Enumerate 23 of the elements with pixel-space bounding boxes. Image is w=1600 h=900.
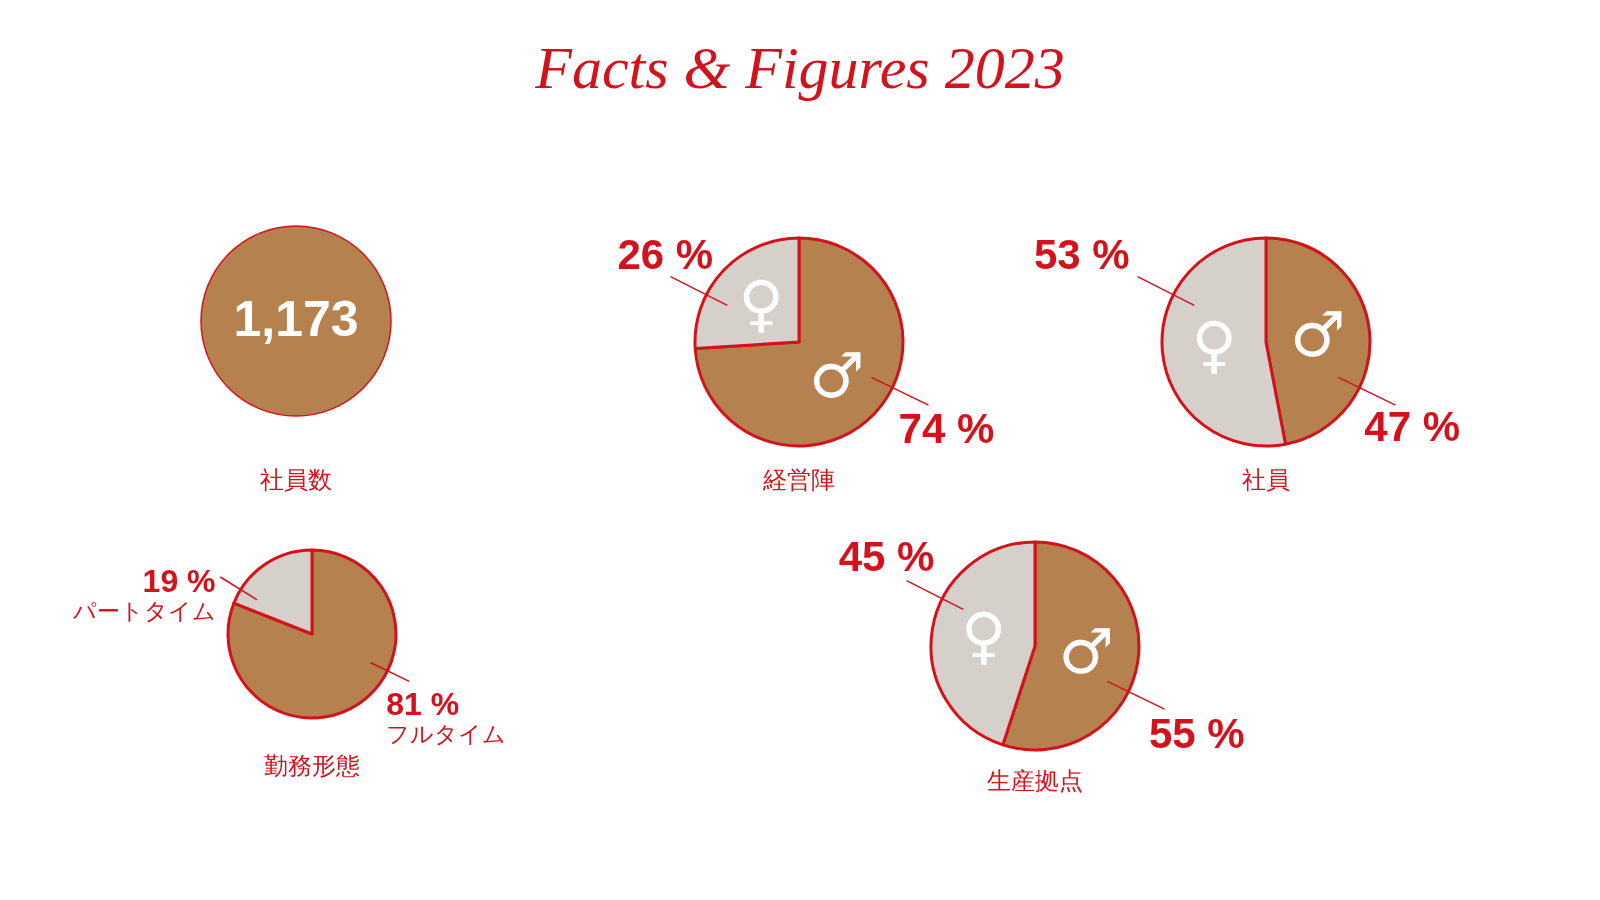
slice-label: フルタイム [386,721,507,748]
slice-label: ♂ [1289,298,1346,372]
slice-label: パートタイム [71,598,216,625]
slice-label: ♂ [1058,615,1115,689]
data-label: 55 % [1148,709,1245,757]
data-label: 74 % [898,405,995,453]
slice-label: ♀ [738,267,784,341]
text: 社員数 [260,466,332,494]
data-label: 53 % [1033,230,1130,278]
text: 勤務形態 [264,752,360,781]
data-label: 45 % [838,532,935,580]
data-label: 81 % [386,686,460,723]
text: 社員 [1242,466,1290,494]
data-label: 47 % [1364,403,1461,451]
data-label: 26 % [617,230,714,278]
slice-label: ♀ [960,598,1007,672]
slice-label: ♂ [809,338,865,412]
text: 生産拠点 [987,767,1083,795]
text: Facts & Figures 2023 [534,35,1065,101]
data-label: 1,173 [233,291,359,347]
slice-label: ♀ [1191,307,1237,381]
text: 経営陣 [762,466,835,494]
data-label: 19 % [142,563,216,600]
